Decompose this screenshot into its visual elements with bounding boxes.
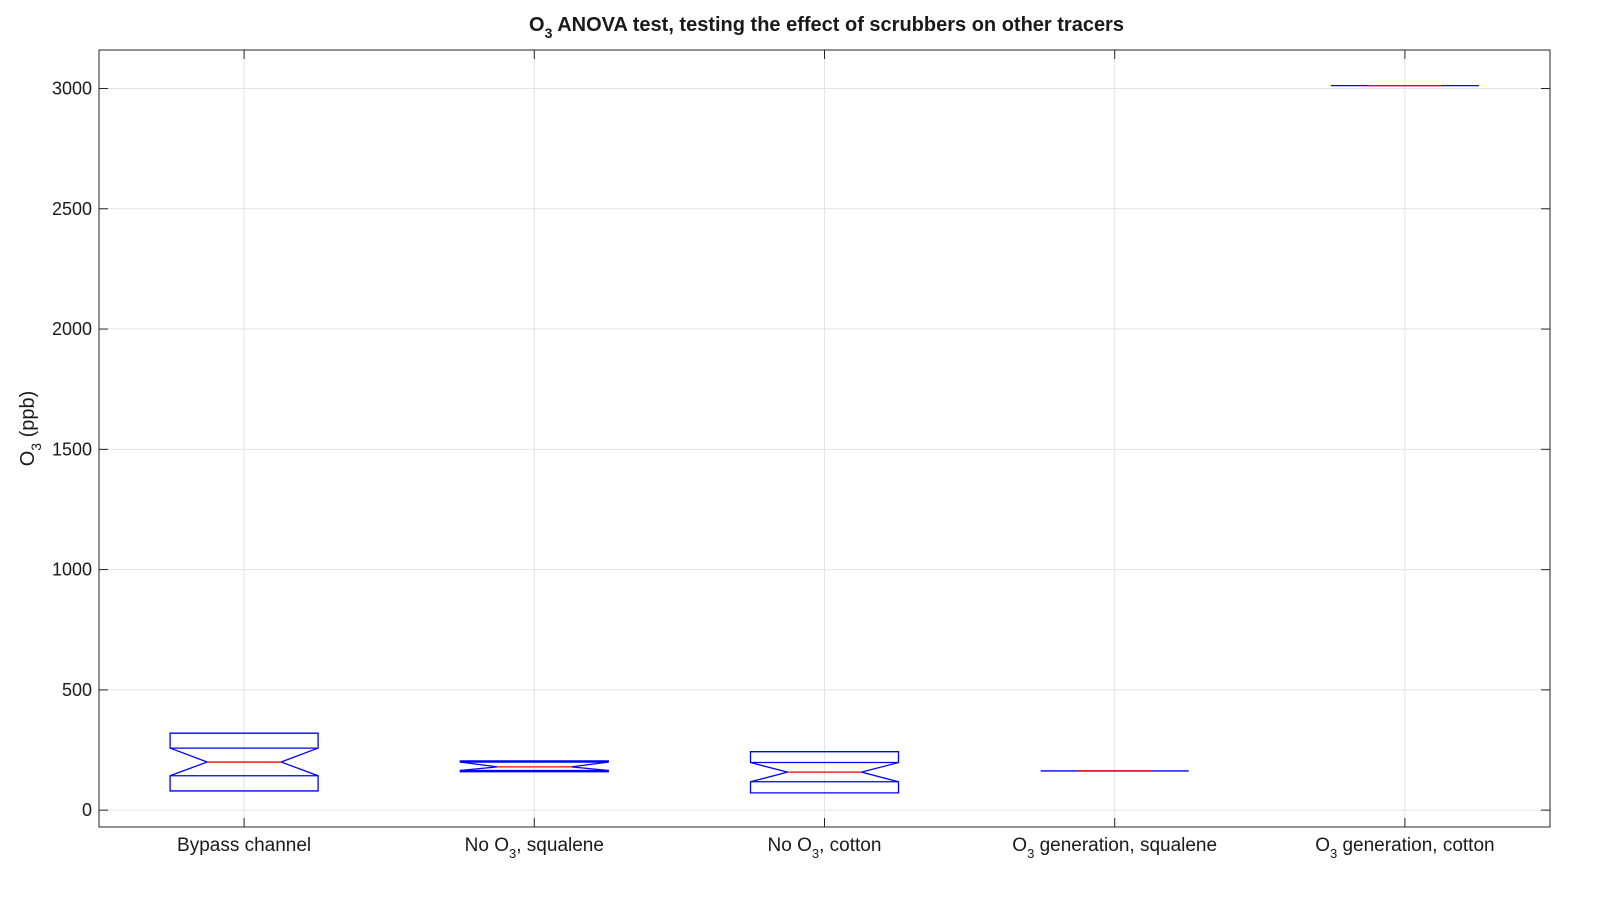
chart-title: O3 ANOVA test, testing the effect of scr…: [529, 14, 1124, 41]
grid-layer: [99, 50, 1550, 827]
y-tick-label: 0: [82, 800, 92, 820]
y-tick-label: 3000: [52, 78, 92, 98]
x-category-label: No O3, cotton: [768, 835, 882, 861]
box-layer: [169, 84, 1479, 794]
box-1: [169, 732, 319, 792]
tick-layer: 0 500 1000 1500 2000 2500 3000 Bypass channel No…: [52, 50, 1550, 861]
x-category-label: O3 generation, squalene: [1012, 835, 1217, 861]
notched-box-outline: [749, 751, 900, 794]
box-3: [749, 751, 900, 794]
x-category-label: O3 generation, cotton: [1315, 835, 1494, 861]
y-tick-label: 1500: [52, 439, 92, 459]
y-axis-label: O3 (ppb): [17, 391, 44, 467]
notched-box-outline: [169, 732, 319, 792]
x-category-label: No O3, squalene: [465, 835, 604, 861]
y-tick-label: 2000: [52, 319, 92, 339]
x-category-label: Bypass channel: [177, 835, 311, 856]
y-tick-label: 500: [62, 680, 92, 700]
y-tick-label: 1000: [52, 560, 92, 580]
y-tick-label: 2500: [52, 199, 92, 219]
box-2: [459, 760, 609, 773]
